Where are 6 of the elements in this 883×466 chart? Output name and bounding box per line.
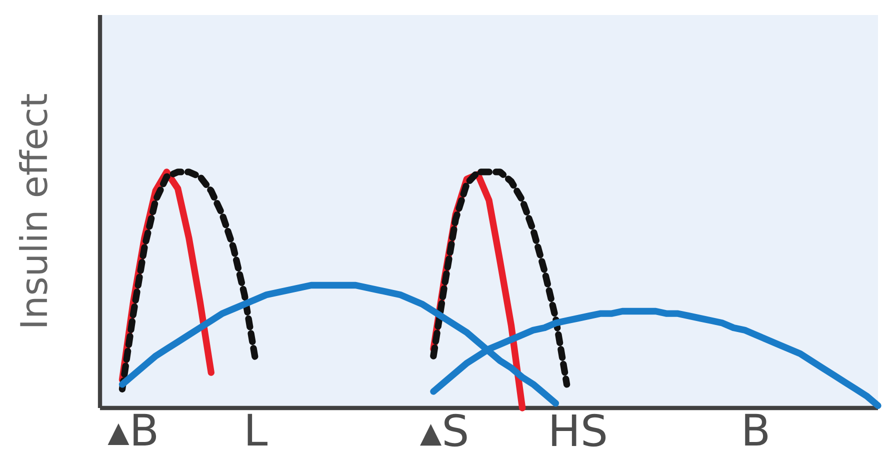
x-tick-label: L bbox=[248, 414, 268, 446]
x-tick-label: HS bbox=[552, 414, 606, 447]
x-tick-label: B bbox=[745, 414, 768, 446]
x-tick-label: ▴B bbox=[108, 414, 156, 446]
x-tick-label: ▴S bbox=[420, 414, 467, 447]
y-axis-title: Insulin effect bbox=[19, 94, 48, 326]
